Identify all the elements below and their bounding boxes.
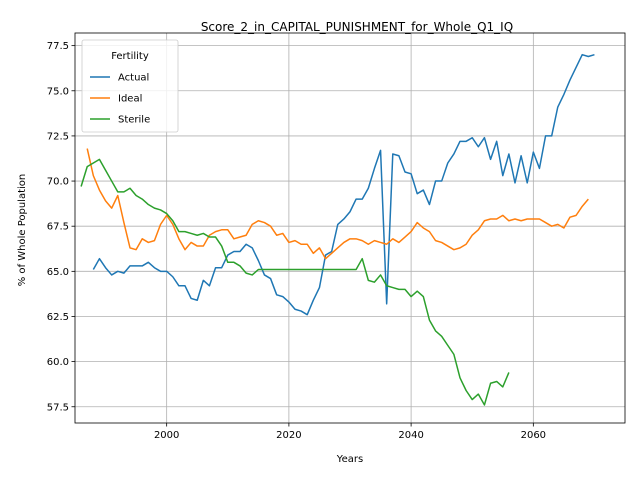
y-tick-label: 77.5 [47,41,69,52]
x-tick-label: 2060 [521,430,546,441]
legend-label-sterile: Sterile [118,115,150,126]
series-line-ideal [86,148,589,260]
legend-box [81,39,179,133]
y-tick-label: 60.0 [47,357,69,368]
legend: Fertility Actual Ideal Sterile [81,39,179,133]
y-tick-label: 70.0 [47,177,69,188]
y-tick-label: 65.0 [47,267,69,278]
x-tick-label: 2040 [398,430,423,441]
series-line-sterile [80,158,510,406]
series-lines [80,53,595,406]
legend-title: Fertility [111,51,149,62]
y-tick-label: 72.5 [47,131,69,142]
y-tick-label: 62.5 [47,312,69,323]
x-tick-label: 2020 [276,430,301,441]
x-tick-label: 2000 [154,430,179,441]
y-tick-label: 67.5 [47,222,69,233]
axis-ticks: 2000 2020 2040 2060 57.5 60.0 62.5 65.0 67.5 70.0… [47,41,546,441]
chart-title: Score_2_in_CAPITAL_PUNISHMENT_for_Whole_… [201,20,513,34]
y-tick-label: 57.5 [47,402,69,413]
legend-label-ideal: Ideal [118,94,142,105]
y-axis-label: % of Whole Population [17,174,28,287]
x-axis-label: Years [336,454,363,465]
y-tick-label: 75.0 [47,86,69,97]
plot-frame [74,32,626,424]
series-line-actual [92,53,595,316]
legend-label-actual: Actual [118,73,149,84]
